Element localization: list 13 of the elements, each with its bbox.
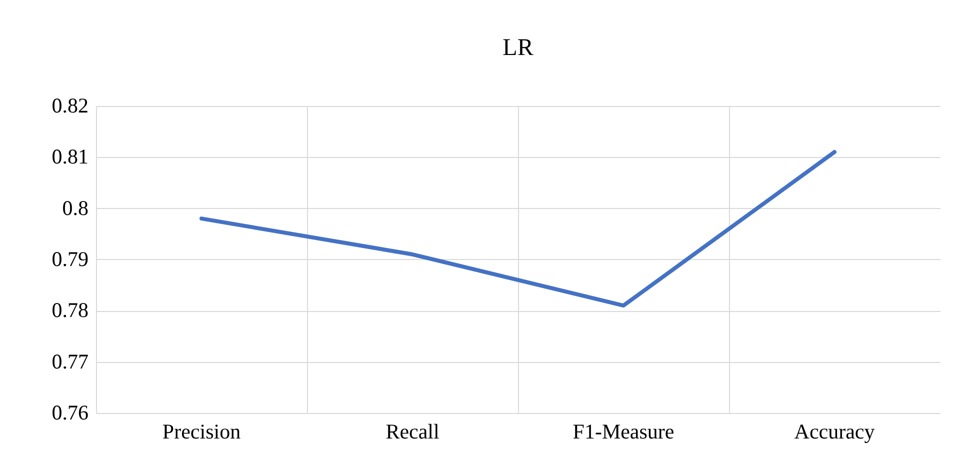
x-tick-label: Recall bbox=[386, 420, 440, 444]
x-tick-label: F1-Measure bbox=[572, 420, 674, 444]
y-tick-label: 0.79 bbox=[52, 247, 88, 271]
y-tick-label: 0.81 bbox=[52, 144, 88, 169]
y-tick-label: 0.77 bbox=[52, 349, 88, 374]
y-tick-label: 0.8 bbox=[62, 196, 88, 220]
x-tick-label: Accuracy bbox=[794, 420, 876, 444]
line-series bbox=[200, 150, 836, 308]
y-tick-label: 0.82 bbox=[52, 94, 88, 118]
chart-title: LR bbox=[502, 35, 534, 61]
y-tick-label: 0.76 bbox=[52, 400, 88, 424]
x-tick-label: Precision bbox=[162, 420, 242, 444]
y-tick-label: 0.78 bbox=[52, 298, 88, 322]
